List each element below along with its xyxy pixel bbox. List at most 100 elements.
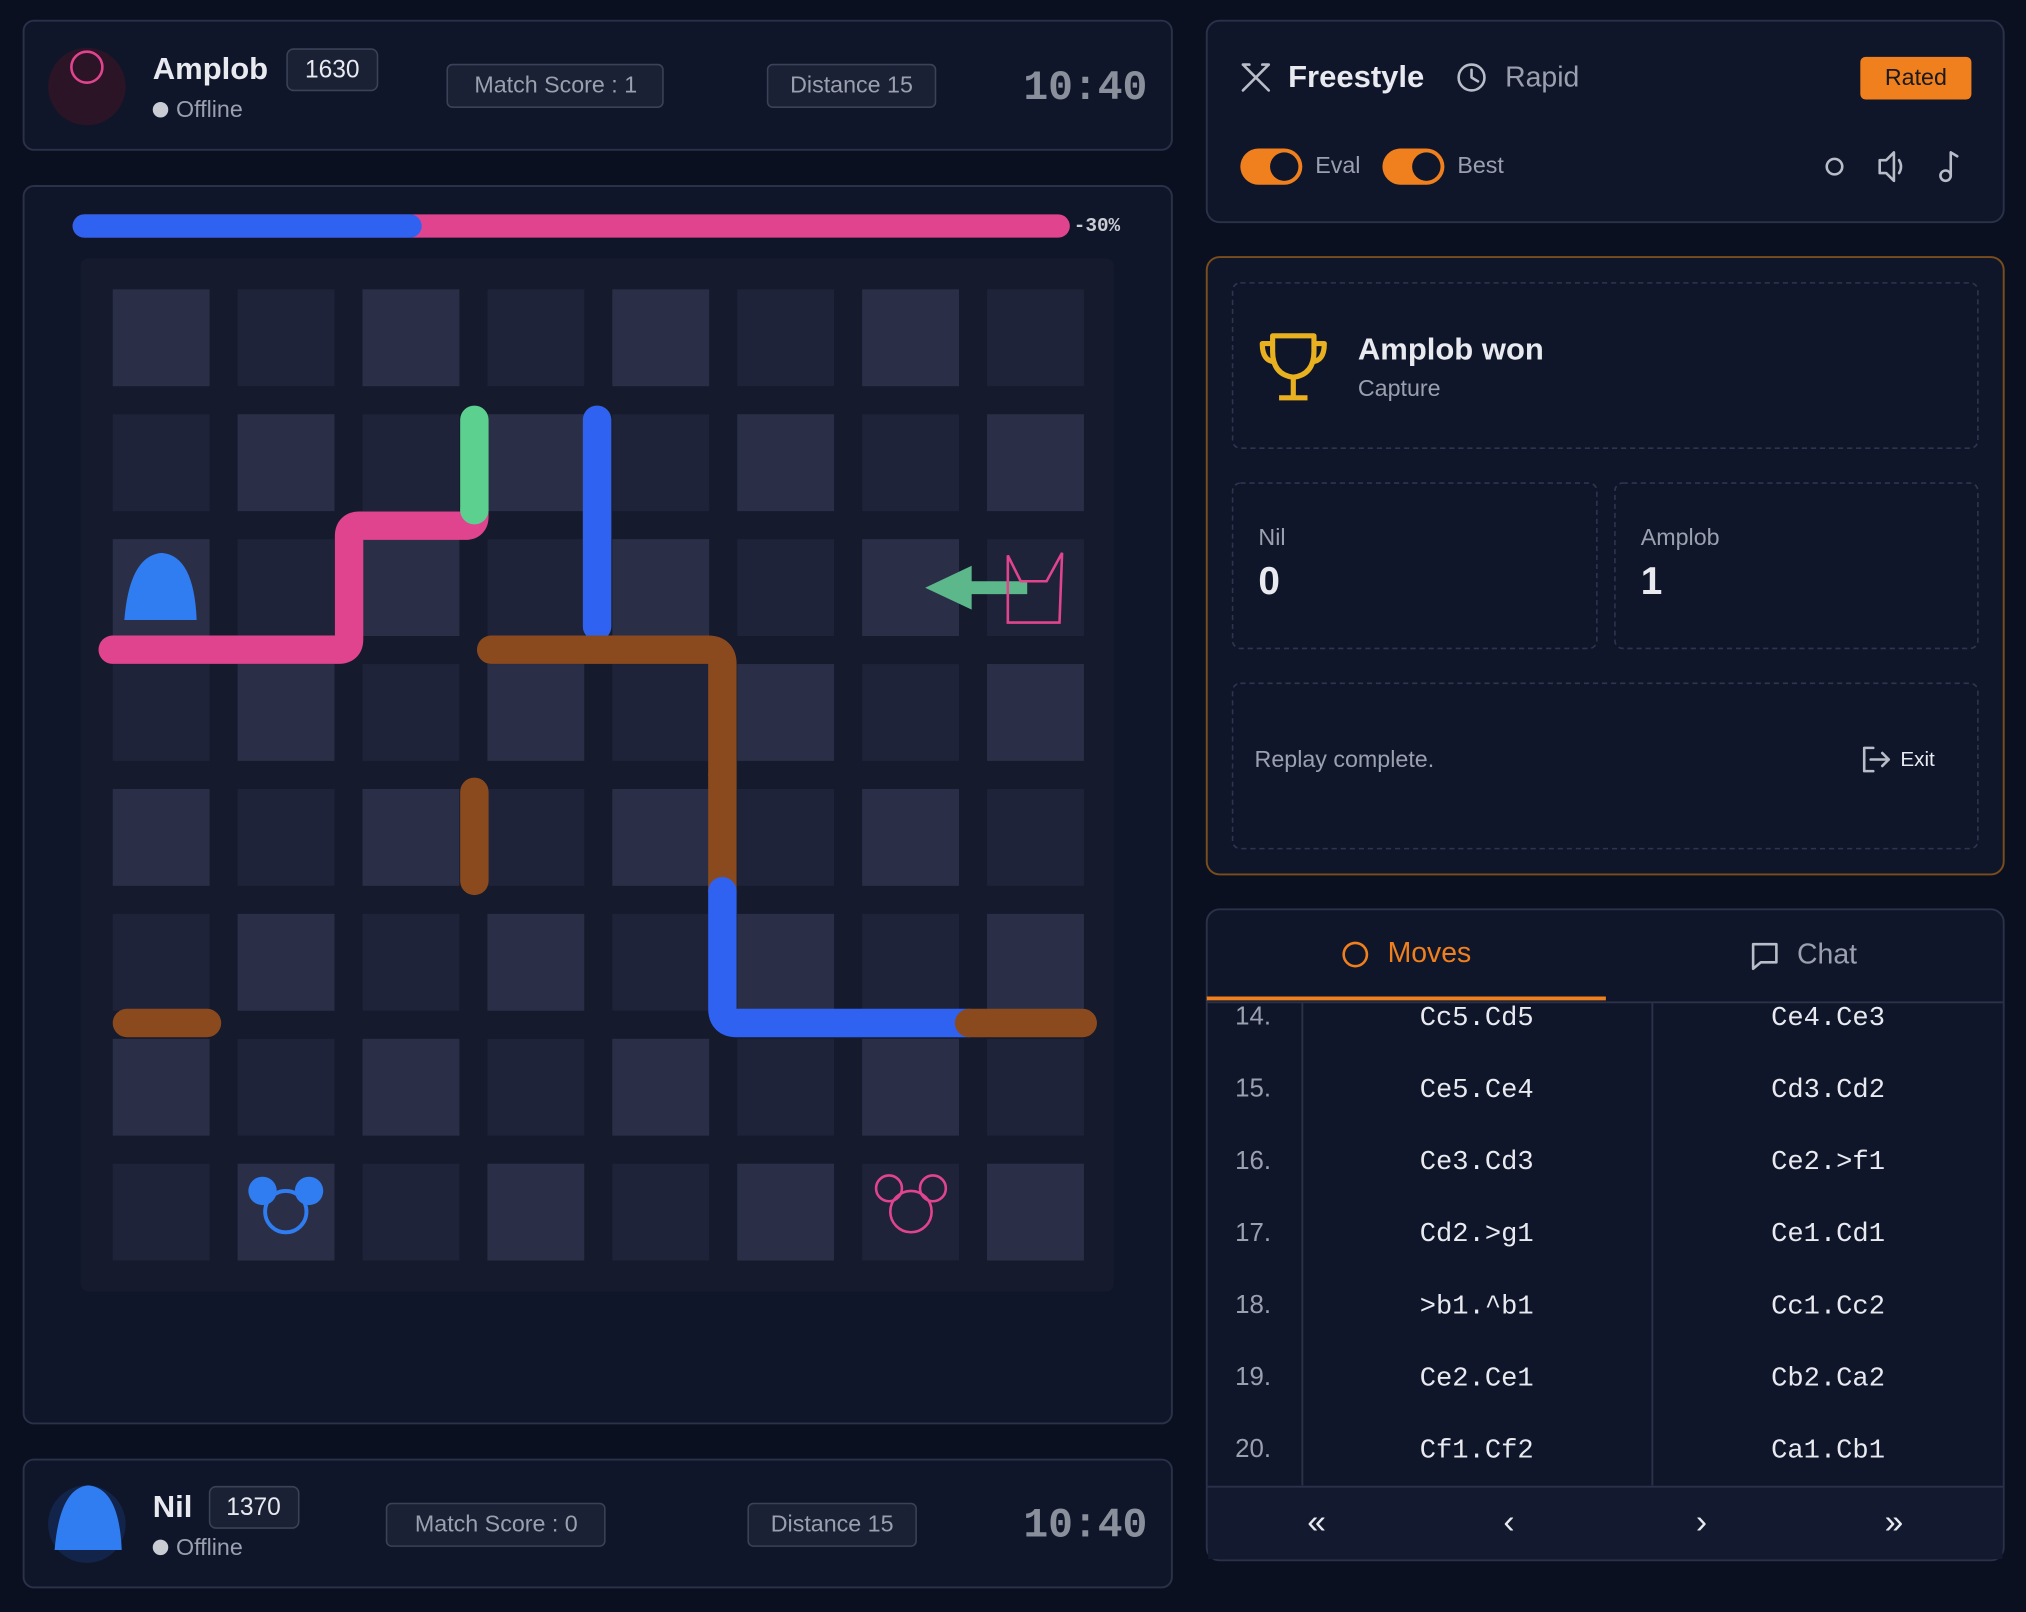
board-cell[interactable] (487, 414, 585, 512)
board-cell[interactable] (862, 1038, 960, 1136)
board-cell[interactable] (987, 913, 1084, 1011)
board-cell[interactable] (612, 289, 710, 387)
theme-icon[interactable] (1825, 157, 1844, 176)
move-white[interactable]: >b1.^b1 (1420, 1291, 1534, 1322)
move-white[interactable]: Cd2.>g1 (1420, 1219, 1534, 1250)
board-cell[interactable] (737, 913, 835, 1011)
board-cell[interactable] (112, 664, 210, 761)
board-cell[interactable] (612, 913, 710, 1011)
move-black[interactable]: Cb2.Ca2 (1771, 1363, 1885, 1394)
board-cell[interactable] (362, 913, 460, 1011)
pieces (124, 552, 1064, 1235)
board-cell[interactable] (112, 414, 210, 512)
nav-button[interactable]: « (1307, 1504, 1326, 1541)
move-white[interactable]: Cc5.Cd5 (1420, 1003, 1534, 1034)
rated-badge[interactable] (1860, 56, 1972, 100)
move-black[interactable]: Ce2.>f1 (1771, 1147, 1885, 1178)
nav-button[interactable]: » (1885, 1504, 1904, 1541)
board-cell[interactable] (362, 414, 460, 512)
board-cell[interactable] (737, 289, 835, 387)
board-cell[interactable] (237, 788, 335, 886)
toggle[interactable] (1382, 148, 1445, 185)
board-cell[interactable] (737, 1163, 835, 1261)
tab[interactable]: Moves (1342, 937, 1472, 969)
board-cell[interactable] (862, 788, 960, 886)
board-cell[interactable] (112, 289, 210, 387)
board-cell[interactable] (737, 664, 835, 761)
board-cell[interactable] (362, 664, 460, 761)
board-cell[interactable] (862, 1163, 960, 1261)
board-cell[interactable] (237, 1038, 335, 1136)
board-cell[interactable] (362, 539, 460, 637)
board-cell[interactable] (612, 664, 710, 761)
board-cell[interactable] (487, 913, 585, 1011)
rating: 1630 (305, 57, 360, 84)
exit-button[interactable]: Exit (1862, 746, 1935, 773)
variant: Freestyle (1288, 59, 1424, 94)
move-black[interactable]: Cd3.Cd2 (1771, 1075, 1885, 1106)
nav-button[interactable]: ‹ (1503, 1504, 1514, 1541)
board-cell[interactable] (612, 539, 710, 637)
board-cell[interactable] (987, 664, 1084, 761)
board-cell[interactable] (362, 289, 460, 387)
board-cell[interactable] (862, 414, 960, 512)
board-cell[interactable] (362, 1163, 460, 1261)
sound-icon[interactable] (1878, 151, 1903, 183)
replay-message: Replay complete. (1255, 746, 1435, 772)
board-cell[interactable] (737, 539, 835, 637)
board-cell[interactable] (737, 414, 835, 512)
board-card: -30% (22, 185, 1173, 1425)
move-number: 14. (1235, 1003, 1271, 1031)
board-cell[interactable] (987, 788, 1084, 886)
board-cell[interactable] (237, 1163, 335, 1261)
board-cell[interactable] (862, 664, 960, 761)
tab[interactable]: Chat (1751, 938, 1857, 970)
board-cell[interactable] (612, 1038, 710, 1136)
clock: 10:40 (1023, 66, 1147, 112)
match-score: Match Score : 0 (415, 1511, 578, 1537)
board-cell[interactable] (737, 788, 835, 886)
board-cell[interactable] (237, 664, 335, 761)
toggle[interactable] (1240, 148, 1303, 185)
board-cell[interactable] (862, 913, 960, 1011)
board-cell[interactable] (112, 1038, 210, 1136)
move-white[interactable]: Ce5.Ce4 (1420, 1075, 1534, 1106)
player-name: Nil (153, 1489, 193, 1524)
board-cell[interactable] (487, 1163, 585, 1261)
board-cell[interactable] (487, 289, 585, 387)
board-cell[interactable] (612, 788, 710, 886)
board-cell[interactable] (987, 1038, 1084, 1136)
board-cell[interactable] (237, 289, 335, 387)
board-cell[interactable] (237, 539, 335, 637)
rating: 1370 (226, 1494, 281, 1521)
board-cell[interactable] (112, 913, 210, 1011)
status: Offline (176, 1534, 243, 1560)
board-cell[interactable] (362, 788, 460, 886)
trophy-icon (1259, 333, 1327, 401)
board-cell[interactable] (987, 414, 1084, 512)
move-black[interactable]: Ca1.Cb1 (1771, 1435, 1885, 1466)
board-cell[interactable] (487, 788, 585, 886)
board-cell[interactable] (487, 1038, 585, 1136)
move-black[interactable]: Ce1.Cd1 (1771, 1219, 1885, 1250)
board-cell[interactable] (612, 1163, 710, 1261)
board-cell[interactable] (237, 913, 335, 1011)
move-black[interactable]: Ce4.Ce3 (1771, 1003, 1885, 1034)
nav-button[interactable]: › (1696, 1504, 1707, 1541)
board-cell[interactable] (987, 289, 1084, 387)
move-number: 20. (1235, 1435, 1271, 1463)
board-cell[interactable] (112, 1163, 210, 1261)
board-cell[interactable] (987, 1163, 1084, 1261)
board-cell[interactable] (362, 1038, 460, 1136)
move-white[interactable]: Ce2.Ce1 (1420, 1363, 1534, 1394)
board-cell[interactable] (112, 788, 210, 886)
board-cell[interactable] (237, 414, 335, 512)
board-cell[interactable] (862, 289, 960, 387)
board-cell[interactable] (487, 664, 585, 761)
board-cell[interactable] (487, 539, 585, 637)
move-black[interactable]: Cc1.Cc2 (1771, 1291, 1885, 1322)
move-white[interactable]: Ce3.Cd3 (1420, 1147, 1534, 1178)
move-white[interactable]: Cf1.Cf2 (1420, 1435, 1534, 1466)
board-cell[interactable] (612, 414, 710, 512)
board-cell[interactable] (737, 1038, 835, 1136)
